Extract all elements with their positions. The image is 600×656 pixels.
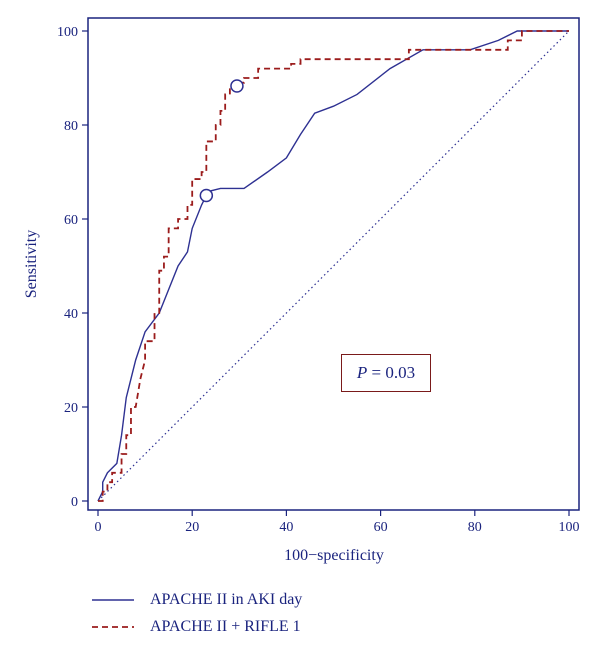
x-tick-label: 60 <box>374 520 388 535</box>
legend-swatch-dashed <box>92 625 134 628</box>
legend-label-apache-rifle: APACHE II + RIFLE 1 <box>150 617 301 635</box>
y-tick-label: 100 <box>57 25 78 40</box>
legend-item-apache-rifle: APACHE II + RIFLE 1 <box>92 613 302 640</box>
legend-label-apache: APACHE II in AKI day <box>150 590 303 608</box>
x-tick-label: 40 <box>279 520 293 535</box>
y-tick-label: 20 <box>64 401 78 416</box>
x-tick-label: 0 <box>95 520 102 535</box>
tick-layer: 0 20 40 60 80 100 0 20 40 60 80 100 <box>57 25 580 535</box>
x-tick-label: 80 <box>468 520 482 535</box>
x-tick-label: 100 <box>559 520 580 535</box>
cutoff-marker-1 <box>230 79 244 93</box>
reference-diagonal-line <box>97 30 570 502</box>
legend: APACHE II in AKI day APACHE II + RIFLE 1 <box>92 586 302 640</box>
cutoff-marker-0 <box>199 188 214 203</box>
y-axis-title: Sensitivity <box>23 230 40 298</box>
p-value-symbol: P <box>356 363 368 382</box>
y-tick-label: 40 <box>64 307 78 322</box>
series-layer <box>97 30 570 502</box>
y-tick-label: 0 <box>71 495 78 510</box>
legend-item-apache: APACHE II in AKI day <box>92 586 302 613</box>
p-value-annotation: P = 0.03 <box>341 354 431 392</box>
legend-swatch-solid <box>92 598 134 601</box>
series-line-1 <box>98 30 569 502</box>
x-axis-title: 100−specificity <box>284 547 384 564</box>
plot-frame <box>87 17 580 511</box>
y-tick-label: 60 <box>64 213 78 228</box>
y-tick-label: 80 <box>64 119 78 134</box>
marker-layer <box>199 79 244 203</box>
x-tick-label: 20 <box>185 520 199 535</box>
p-value-text: = 0.03 <box>367 363 416 382</box>
